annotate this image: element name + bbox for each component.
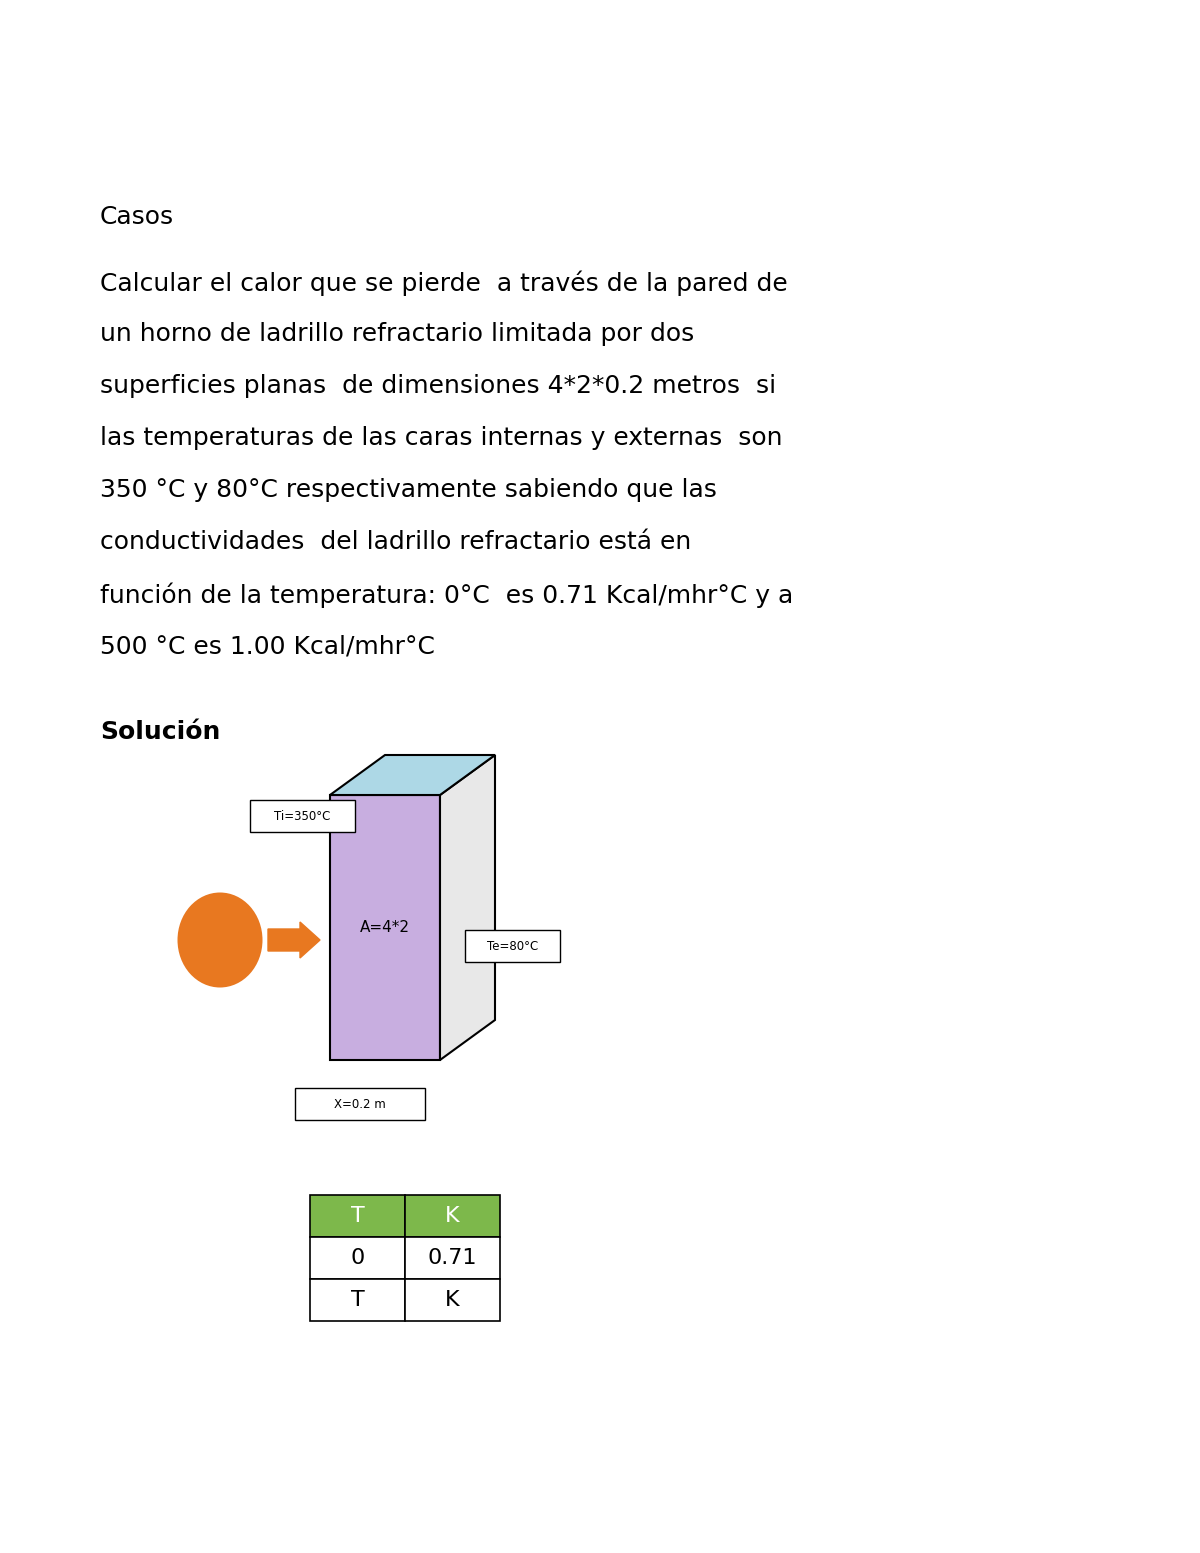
Text: 0: 0 — [350, 1249, 365, 1267]
Text: Te=80°C: Te=80°C — [487, 940, 538, 952]
Text: las temperaturas de las caras internas y externas  son: las temperaturas de las caras internas y… — [100, 426, 782, 450]
Text: Casos: Casos — [100, 205, 174, 228]
Text: Ti=350°C: Ti=350°C — [275, 809, 331, 823]
Text: un horno de ladrillo refractario limitada por dos: un horno de ladrillo refractario limitad… — [100, 321, 695, 346]
Text: función de la temperatura: 0°C  es 0.71 Kcal/mhr°C y a: función de la temperatura: 0°C es 0.71 K… — [100, 582, 793, 607]
Text: superficies planas  de dimensiones 4*2*0.2 metros  si: superficies planas de dimensiones 4*2*0.… — [100, 374, 776, 398]
Text: K: K — [445, 1207, 460, 1225]
Bar — [330, 795, 440, 1061]
Polygon shape — [330, 755, 496, 795]
Text: A=4*2: A=4*2 — [360, 919, 410, 935]
FancyArrow shape — [268, 922, 320, 958]
Text: Calcular el calor que se pierde  a través de la pared de: Calcular el calor que se pierde a través… — [100, 270, 787, 295]
Bar — [310, 1194, 406, 1238]
Bar — [406, 1280, 500, 1322]
Bar — [295, 1089, 425, 1120]
Text: T: T — [350, 1207, 365, 1225]
Polygon shape — [440, 755, 496, 1061]
Text: K: K — [445, 1291, 460, 1311]
Text: conductividades  del ladrillo refractario está en: conductividades del ladrillo refractario… — [100, 530, 691, 554]
Ellipse shape — [178, 893, 263, 988]
Text: 350 °C y 80°C respectivamente sabiendo que las: 350 °C y 80°C respectivamente sabiendo q… — [100, 478, 716, 502]
Bar — [310, 1238, 406, 1280]
Text: 0.71: 0.71 — [427, 1249, 478, 1267]
Bar — [406, 1194, 500, 1238]
Bar — [466, 930, 560, 961]
Bar — [406, 1238, 500, 1280]
Bar — [310, 1280, 406, 1322]
Bar — [250, 800, 355, 832]
Text: X=0.2 m: X=0.2 m — [334, 1098, 386, 1110]
Text: 500 °C es 1.00 Kcal/mhr°C: 500 °C es 1.00 Kcal/mhr°C — [100, 634, 434, 658]
Text: Solución: Solución — [100, 721, 221, 744]
Text: T: T — [350, 1291, 365, 1311]
